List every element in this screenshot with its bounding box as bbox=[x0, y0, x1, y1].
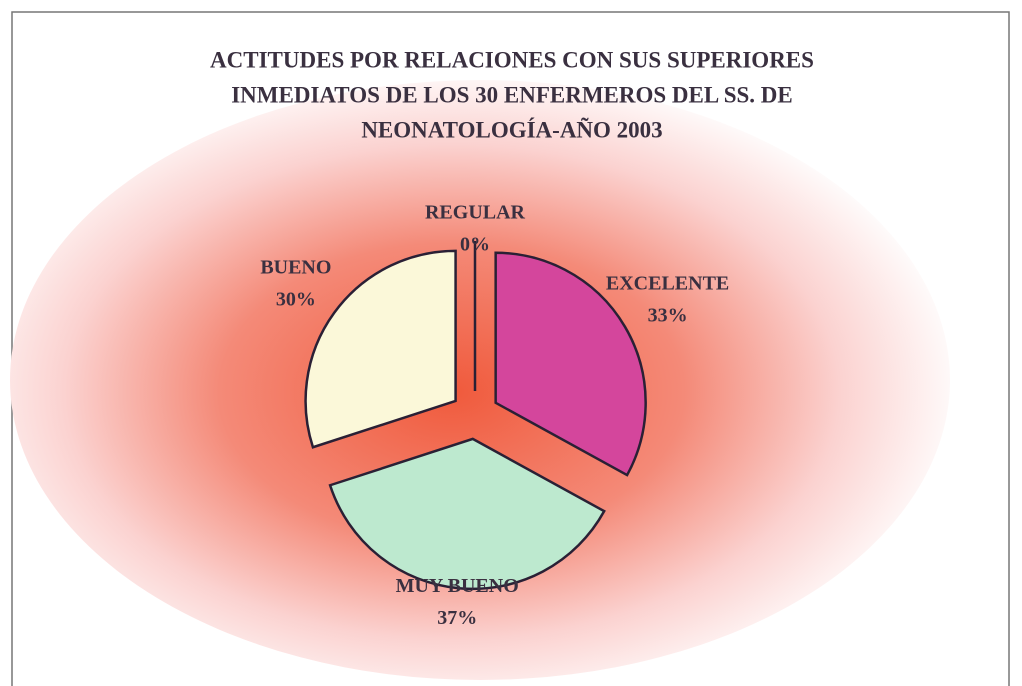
slice-label: BUENO bbox=[260, 256, 331, 278]
slice-label: EXCELENTE bbox=[606, 273, 729, 295]
value-label: 30% bbox=[276, 288, 316, 310]
chart-title: ACTITUDES POR RELACIONES CON SUS SUPERIO… bbox=[210, 47, 814, 72]
background-glow bbox=[10, 80, 950, 680]
pie-slice bbox=[494, 251, 647, 477]
chart-title: NEONATOLOGÍA-AÑO 2003 bbox=[361, 117, 662, 142]
slice-label: REGULAR bbox=[425, 202, 526, 224]
value-label: 0% bbox=[460, 234, 490, 256]
pie-slice bbox=[328, 437, 606, 591]
chart-title: INMEDIATOS DE LOS 30 ENFERMEROS DEL SS. … bbox=[231, 82, 793, 107]
value-label: 33% bbox=[648, 305, 688, 327]
value-label: 37% bbox=[437, 607, 477, 629]
slice-label: MUY BUENO bbox=[396, 575, 519, 597]
pie-slice bbox=[304, 249, 457, 449]
